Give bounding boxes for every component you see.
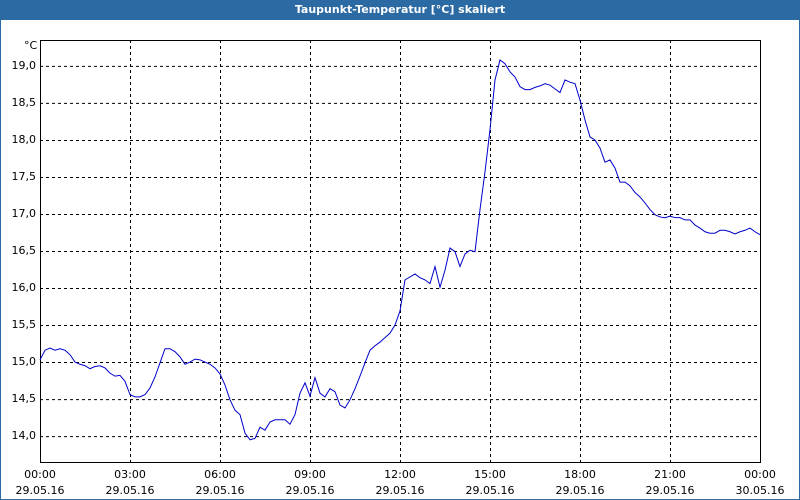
x-tick-label: 12:00: [384, 468, 416, 481]
data-line: [39, 59, 761, 441]
x-tick-date: 29.05.16: [106, 484, 155, 497]
title-bar: [0, 0, 800, 20]
y-unit: °C: [24, 39, 38, 52]
y-tick-label: 15,0: [12, 355, 37, 368]
x-tick-date: 29.05.16: [286, 484, 335, 497]
x-tick-label: 00:00: [24, 468, 56, 481]
x-tick-date: 29.05.16: [376, 484, 425, 497]
x-tick-date: 29.05.16: [466, 484, 515, 497]
plot-frame: [40, 40, 761, 463]
y-tick-label: 19,0: [12, 59, 37, 72]
x-tick-date: 29.05.16: [646, 484, 695, 497]
x-tick-label: 15:00: [474, 468, 506, 481]
x-tick-date: 29.05.16: [556, 484, 605, 497]
x-tick-label: 03:00: [114, 468, 146, 481]
y-tick-label: 16,0: [12, 281, 37, 294]
x-tick-date: 29.05.16: [16, 484, 65, 497]
y-tick-label: 16,5: [12, 244, 37, 257]
x-tick-label: 00:00: [744, 468, 776, 481]
chart-title: Taupunkt-Temperatur [°C] skaliert: [295, 3, 505, 16]
x-tick-label: 06:00: [204, 468, 236, 481]
x-tick-label: 09:00: [294, 468, 326, 481]
y-tick-label: 17,0: [12, 207, 37, 220]
x-tick-label: 21:00: [654, 468, 686, 481]
x-tick-date: 30.05.16: [736, 484, 785, 497]
x-tick-date: 29.05.16: [196, 484, 245, 497]
y-tick-label: 17,5: [12, 170, 37, 183]
y-tick-label: 18,5: [12, 96, 37, 109]
y-tick-label: 15,5: [12, 318, 37, 331]
y-tick-label: 14,5: [12, 392, 37, 405]
y-tick-label: 18,0: [12, 133, 37, 146]
y-tick-label: 14,0: [12, 429, 37, 442]
x-tick-label: 18:00: [564, 468, 596, 481]
